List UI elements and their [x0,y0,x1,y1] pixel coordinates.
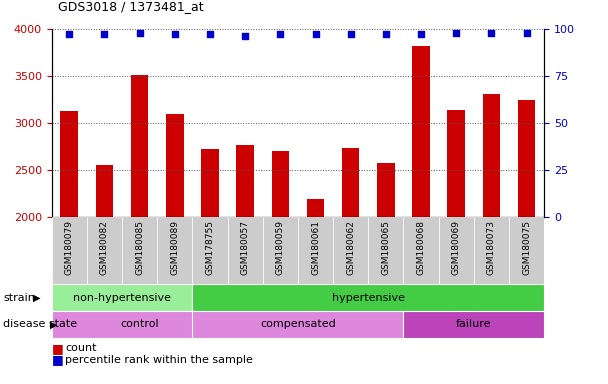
Text: ■: ■ [52,342,63,355]
Text: ▶: ▶ [33,293,41,303]
Text: GSM180089: GSM180089 [170,220,179,275]
FancyBboxPatch shape [474,217,509,284]
FancyBboxPatch shape [404,311,544,338]
Bar [377,163,395,217]
Bar [518,100,536,217]
FancyBboxPatch shape [263,217,298,284]
Point [381,31,391,38]
Point [346,31,356,38]
FancyBboxPatch shape [438,217,474,284]
Text: GSM180073: GSM180073 [487,220,496,275]
Bar [342,148,359,217]
Text: GSM180061: GSM180061 [311,220,320,275]
Text: GSM180075: GSM180075 [522,220,531,275]
Point [311,31,320,38]
FancyBboxPatch shape [52,217,87,284]
Bar [447,110,465,217]
Text: GSM180068: GSM180068 [416,220,426,275]
Text: GSM180069: GSM180069 [452,220,461,275]
Text: ■: ■ [52,353,63,366]
Text: failure: failure [456,319,491,329]
FancyBboxPatch shape [509,217,544,284]
Point [451,30,461,36]
FancyBboxPatch shape [298,217,333,284]
Text: strain: strain [3,293,35,303]
Text: GSM180085: GSM180085 [135,220,144,275]
Text: GSM180079: GSM180079 [65,220,74,275]
FancyBboxPatch shape [192,311,404,338]
Point [240,33,250,40]
FancyBboxPatch shape [192,217,227,284]
FancyBboxPatch shape [227,217,263,284]
Bar [483,94,500,217]
FancyBboxPatch shape [122,217,157,284]
Bar [131,75,148,217]
FancyBboxPatch shape [157,217,192,284]
Point [205,31,215,38]
FancyBboxPatch shape [192,284,544,311]
Text: disease state: disease state [3,319,77,329]
Bar [272,151,289,217]
Bar [166,114,184,217]
Point [486,30,496,36]
Text: GSM180082: GSM180082 [100,220,109,275]
Bar [306,199,324,217]
Text: non-hypertensive: non-hypertensive [73,293,171,303]
Point [64,31,74,38]
Text: percentile rank within the sample: percentile rank within the sample [65,355,253,365]
Text: control: control [120,319,159,329]
Text: hypertensive: hypertensive [332,293,405,303]
Text: ▶: ▶ [50,319,57,329]
Point [416,31,426,38]
FancyBboxPatch shape [87,217,122,284]
Point [522,30,531,36]
Point [100,31,109,38]
Text: compensated: compensated [260,319,336,329]
Point [275,31,285,38]
Text: GDS3018 / 1373481_at: GDS3018 / 1373481_at [58,0,204,13]
FancyBboxPatch shape [368,217,404,284]
Bar [412,46,430,217]
Bar [95,165,113,217]
Text: GSM180057: GSM180057 [241,220,250,275]
Bar [237,146,254,217]
Point [170,31,180,38]
Text: count: count [65,343,97,353]
Text: GSM178755: GSM178755 [206,220,215,275]
Bar [201,149,219,217]
Text: GSM180065: GSM180065 [381,220,390,275]
Text: GSM180062: GSM180062 [346,220,355,275]
FancyBboxPatch shape [333,217,368,284]
FancyBboxPatch shape [52,284,192,311]
Bar [60,111,78,217]
FancyBboxPatch shape [52,311,227,338]
FancyBboxPatch shape [404,217,438,284]
Text: GSM180059: GSM180059 [276,220,285,275]
Point [135,30,145,36]
